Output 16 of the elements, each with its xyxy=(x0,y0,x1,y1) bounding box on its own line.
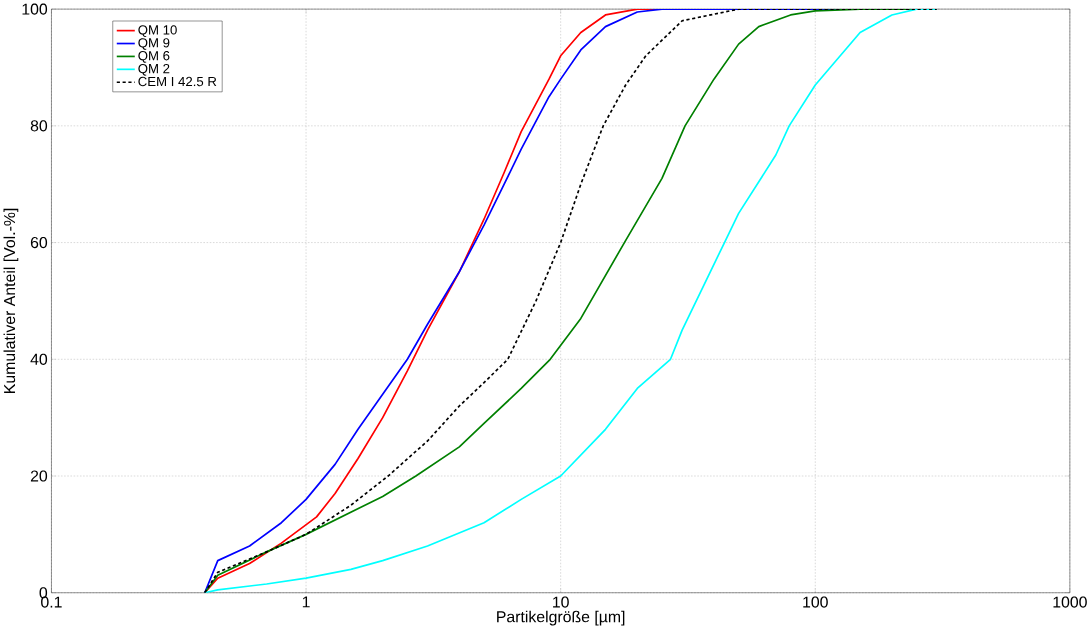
legend-label: QM 9 xyxy=(138,38,170,50)
y-tick-label: 80 xyxy=(30,120,48,132)
x-axis-title: Partikelgröße [µm] xyxy=(497,610,625,626)
legend-label: CEM I 42.5 R xyxy=(138,76,217,87)
x-tick-label: 10 xyxy=(553,596,569,608)
legend-label: QM 2 xyxy=(138,63,170,76)
legend-label: QM 6 xyxy=(138,51,170,63)
legend-label: QM 10 xyxy=(138,25,177,37)
x-tick-label: 1 xyxy=(302,596,310,608)
x-tick-label: 100 xyxy=(803,596,828,608)
x-tick-label: 1000 xyxy=(1053,596,1087,608)
y-tick-label: 20 xyxy=(30,470,48,482)
y-tick-label: 100 xyxy=(22,3,48,15)
y-tick-label: 60 xyxy=(30,236,48,249)
y-tick-label: 40 xyxy=(30,353,48,365)
y-axis-title: Kumulativer Anteil [Vol.-%] xyxy=(3,208,19,393)
